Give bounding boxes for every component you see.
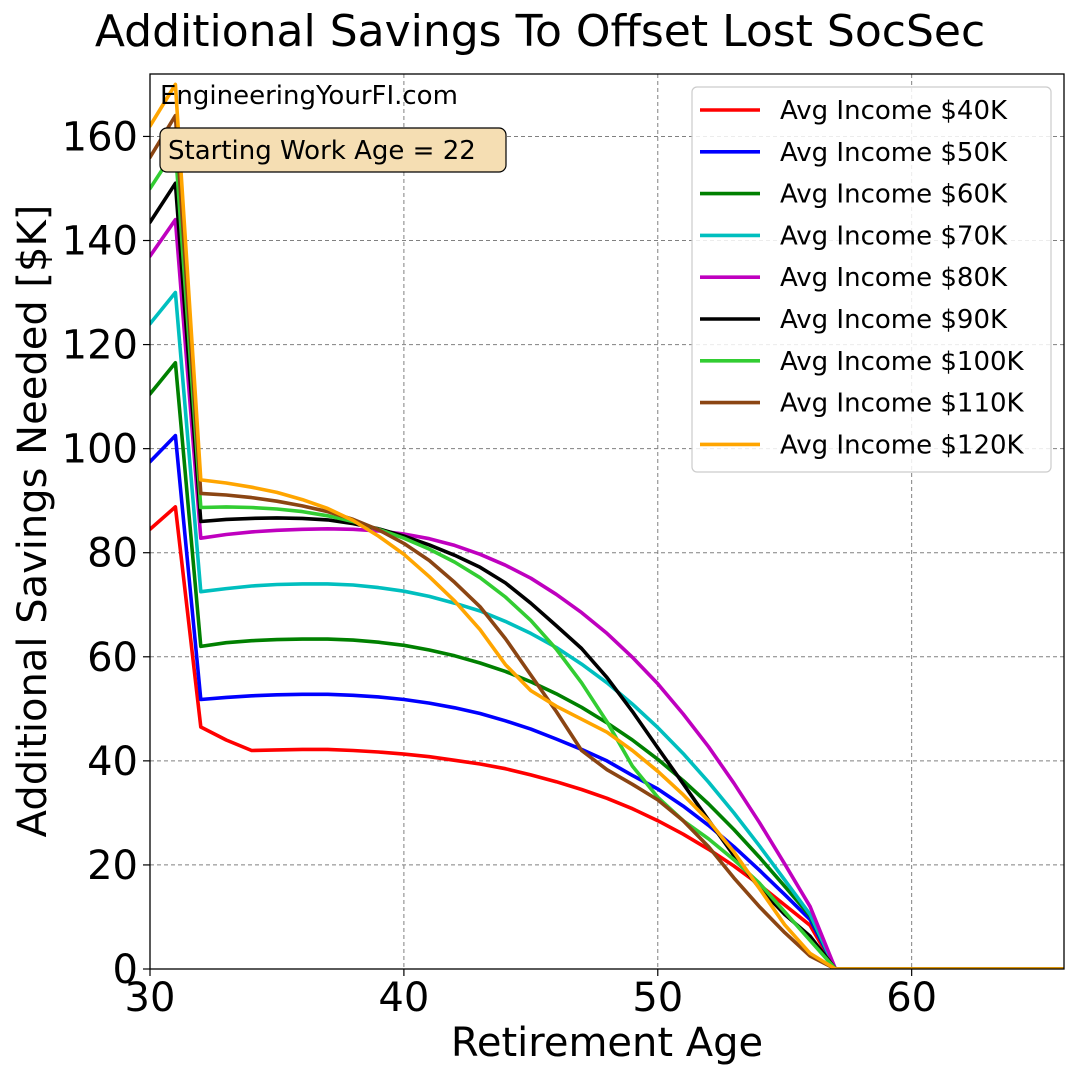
y-tick-label: 100 (62, 427, 138, 473)
series-line-6 (150, 181, 1064, 969)
series-line-9 (150, 82, 1064, 969)
series-line-4 (150, 290, 1064, 969)
x-axis-label: Retirement Age (451, 1020, 763, 1066)
legend-label: Avg Income $60K (780, 180, 1008, 210)
legend-label: Avg Income $70K (780, 221, 1008, 251)
y-tick-label: 40 (87, 739, 138, 785)
y-tick-label: 0 (113, 947, 138, 993)
y-axis-label: Additional Savings Needed [$K] (10, 205, 56, 838)
legend-label: Avg Income $40K (780, 96, 1008, 126)
annotation-text: Starting Work Age = 22 (168, 136, 476, 166)
legend: Avg Income $40K Avg Income $50K Avg Income… (691, 86, 1052, 473)
series-line-1 (150, 505, 1064, 969)
x-tick-label: 50 (632, 975, 683, 1021)
y-tick-label: 160 (62, 114, 138, 160)
plot-frame (149, 73, 1065, 970)
legend-label: Avg Income $80K (780, 263, 1008, 293)
series-line-8 (150, 113, 1064, 969)
legend-label: Avg Income $90K (780, 305, 1008, 335)
watermark-text: EngineeringYourFI.com (160, 81, 458, 111)
annotation-background (159, 127, 507, 173)
y-tick-label: 20 (87, 843, 138, 889)
y-tick-label: 140 (62, 219, 138, 265)
legend-label: Avg Income $100K (780, 347, 1025, 377)
y-tick-label: 120 (62, 323, 138, 369)
axis-ticks: 30 40 50 60 0 20 40 60 80 100 120 140 160 (62, 114, 937, 1021)
series-lines (150, 82, 1064, 969)
legend-label: Avg Income $120K (780, 430, 1025, 460)
series-line-2 (150, 433, 1064, 969)
x-tick-label: 40 (378, 975, 429, 1021)
series-line-5 (150, 217, 1064, 969)
x-tick-label: 30 (125, 975, 176, 1021)
legend-frame (691, 86, 1052, 473)
y-tick-label: 60 (87, 635, 138, 681)
series-line-7 (150, 147, 1064, 969)
legend-label: Avg Income $110K (780, 389, 1025, 419)
chart-title: Additional Savings To Offset Lost SocSec (95, 6, 985, 57)
legend-label: Avg Income $50K (780, 138, 1008, 168)
y-tick-label: 80 (87, 531, 138, 577)
annotation-box: Starting Work Age = 22 (159, 127, 507, 173)
x-tick-label: 60 (886, 975, 937, 1021)
